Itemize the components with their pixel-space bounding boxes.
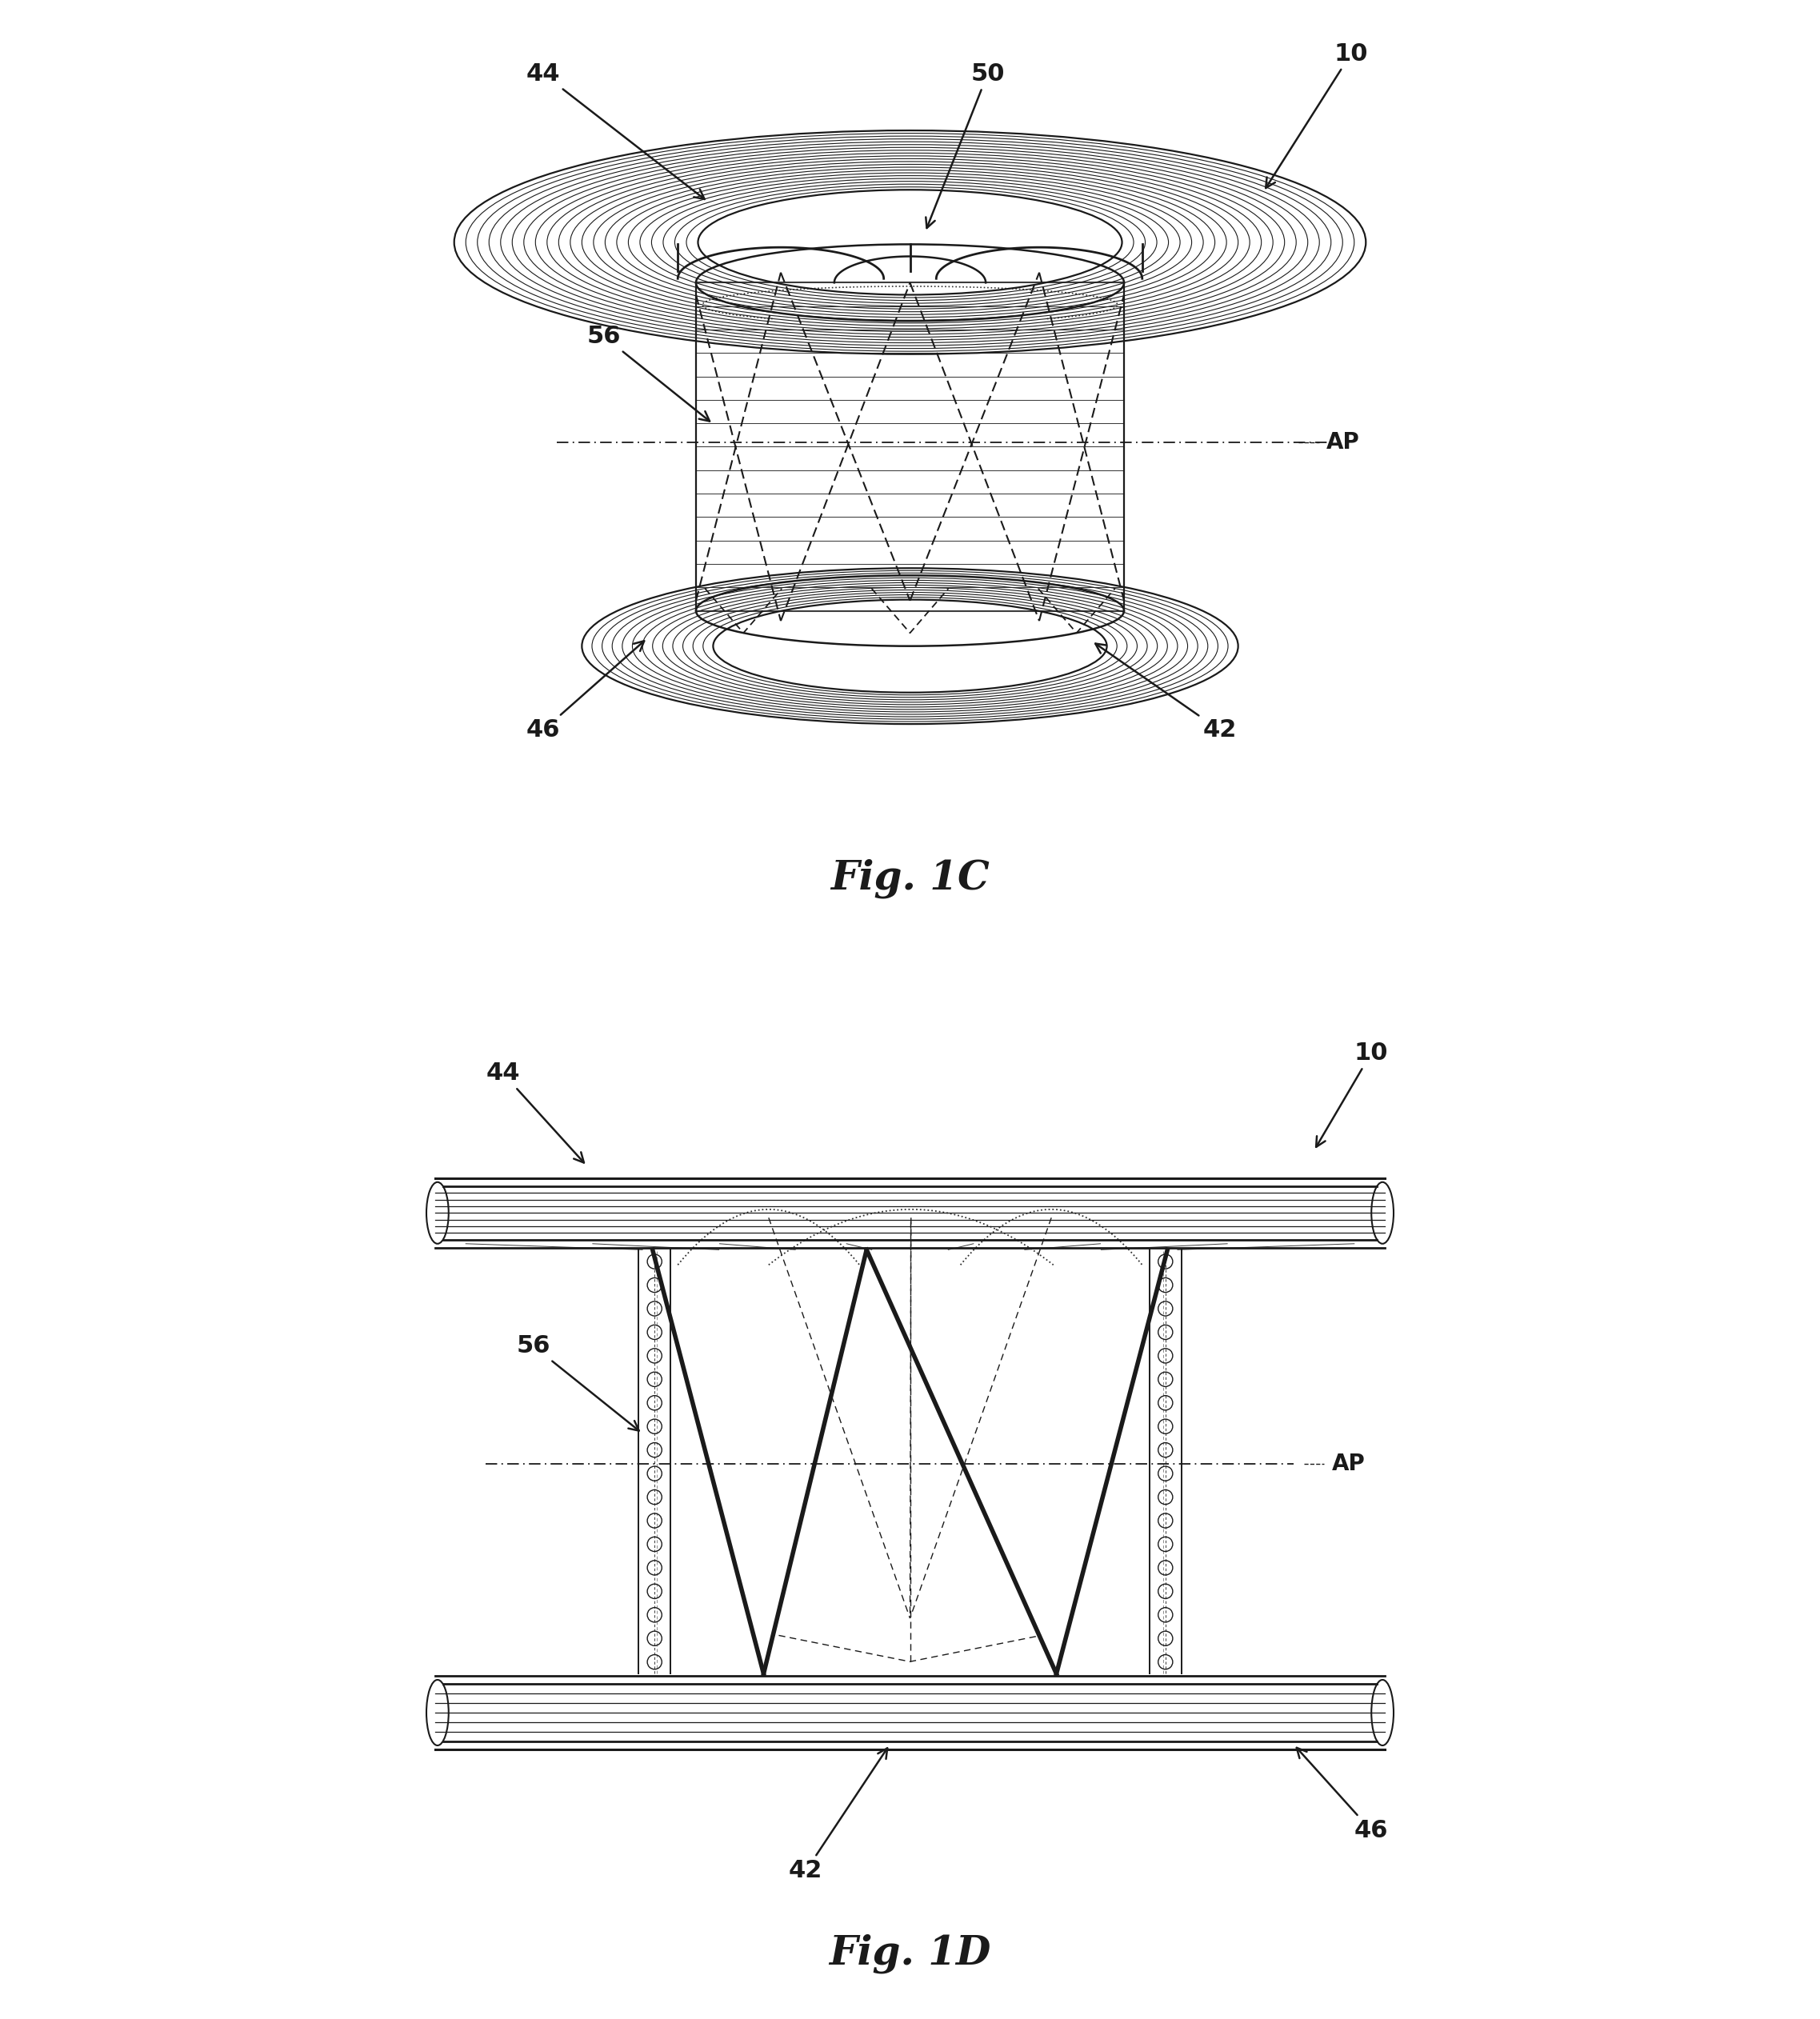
Text: 46: 46: [526, 640, 644, 741]
Text: 46: 46: [1296, 1748, 1389, 1841]
Text: AP: AP: [1327, 430, 1360, 454]
Text: 44: 44: [486, 1062, 584, 1163]
Text: 42: 42: [1096, 644, 1236, 741]
Text: 56: 56: [586, 325, 710, 422]
Text: AP: AP: [1332, 1452, 1365, 1476]
Text: 42: 42: [788, 1748, 888, 1882]
Text: 50: 50: [926, 63, 1005, 228]
Text: Fig. 1C: Fig. 1C: [830, 858, 990, 898]
Text: 44: 44: [526, 63, 704, 200]
Text: Fig. 1D: Fig. 1D: [830, 1934, 990, 1973]
Text: 10: 10: [1316, 1042, 1389, 1147]
Text: 56: 56: [517, 1335, 639, 1431]
Text: 10: 10: [1265, 42, 1369, 188]
